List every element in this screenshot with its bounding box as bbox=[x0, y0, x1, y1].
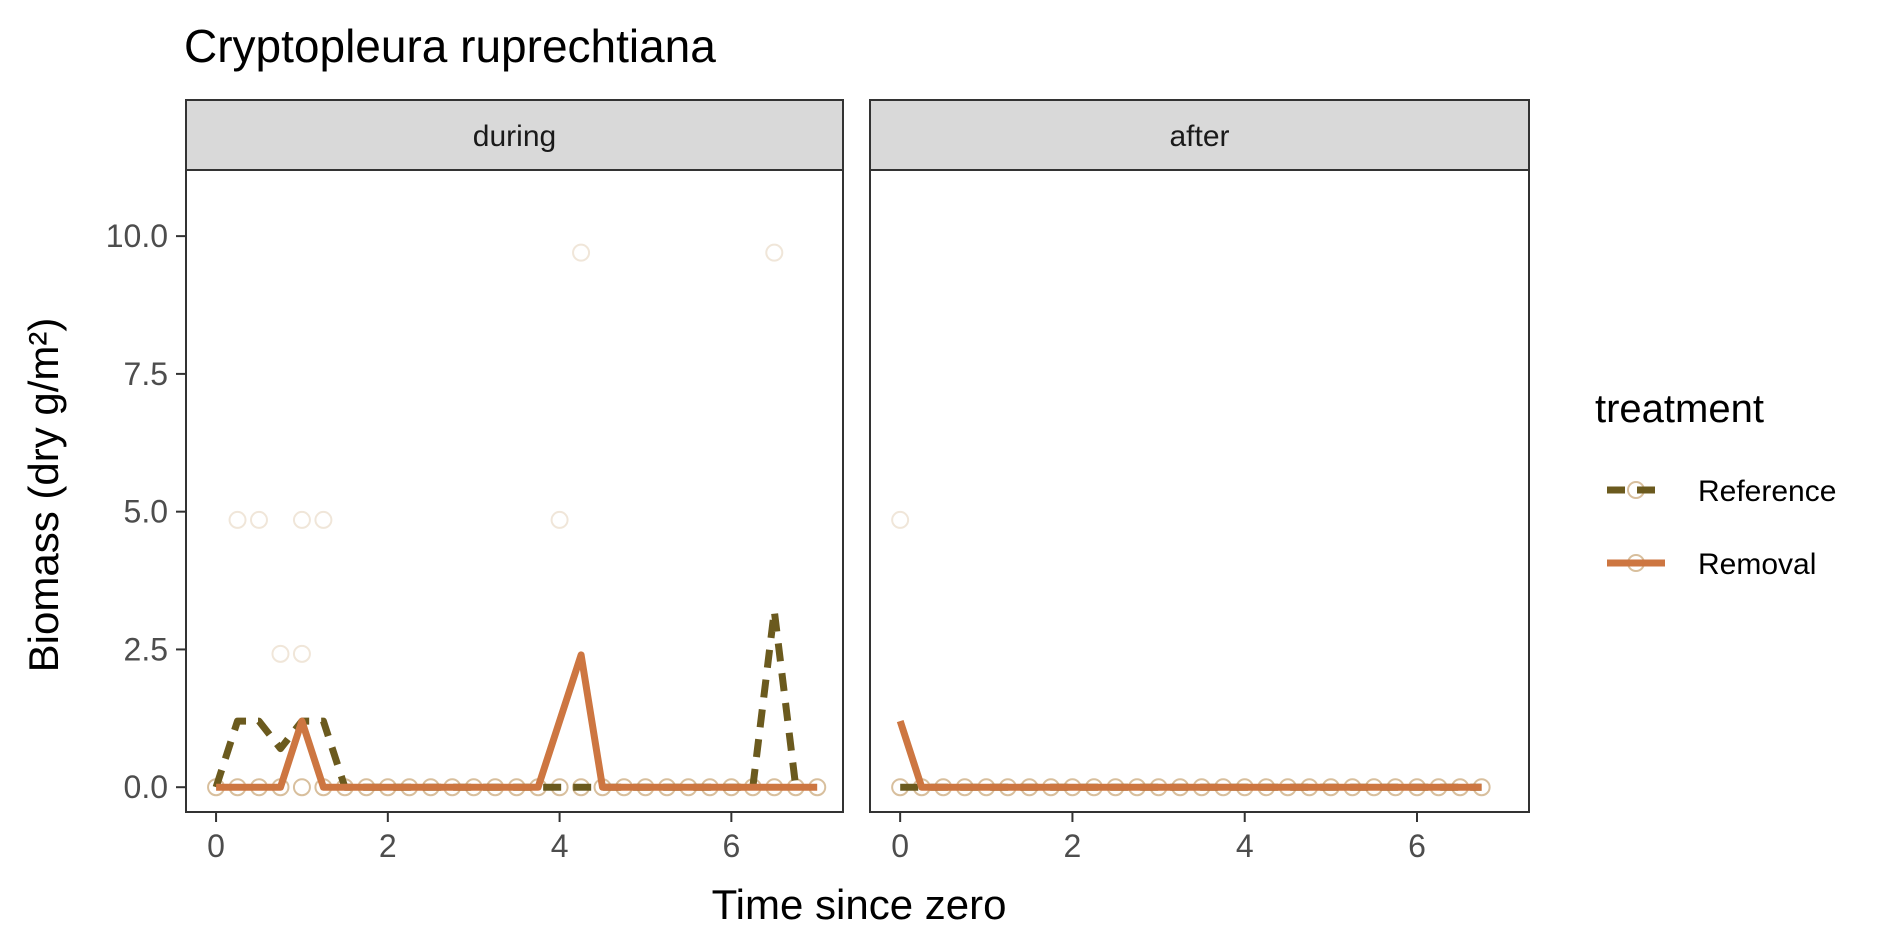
legend-label-reference: Reference bbox=[1698, 475, 1836, 508]
x-tick-label: 6 bbox=[722, 828, 740, 864]
legend-label-removal: Removal bbox=[1698, 548, 1816, 581]
data-point bbox=[314, 510, 333, 529]
x-tick-label: 6 bbox=[1408, 828, 1426, 864]
strip-background bbox=[869, 99, 1530, 171]
panel-background bbox=[186, 170, 843, 812]
y-tick-label: 10.0 bbox=[106, 218, 168, 254]
x-tick-label: 0 bbox=[891, 828, 909, 864]
legend: treatment Reference Removal bbox=[1595, 387, 1836, 581]
legend-title: treatment bbox=[1595, 387, 1764, 431]
legend-key-reference bbox=[1607, 481, 1665, 499]
series-line-removal bbox=[896, 720, 1482, 791]
data-point bbox=[765, 243, 784, 262]
data-point bbox=[250, 510, 268, 529]
y-tick-label: 2.5 bbox=[124, 631, 168, 667]
data-point bbox=[292, 778, 311, 797]
y-tick-label: 5.0 bbox=[124, 494, 168, 530]
data-point bbox=[271, 644, 290, 663]
panel-border bbox=[185, 169, 844, 813]
legend-key-removal bbox=[1607, 554, 1665, 572]
chart-title: Cryptopleura ruprechtiana bbox=[184, 20, 716, 72]
data-point bbox=[891, 510, 910, 529]
data-point bbox=[292, 510, 311, 529]
data-point bbox=[228, 510, 247, 529]
y-axis-title: Biomass (dry g/m²) bbox=[20, 318, 67, 673]
x-tick-label: 4 bbox=[551, 828, 569, 864]
x-tick-label: 0 bbox=[207, 828, 225, 864]
data-point bbox=[550, 510, 569, 529]
panel-during: during 0 2 4 6 0.0 2.5 5.0 7.5 10.0 bbox=[106, 99, 844, 864]
panel-background bbox=[870, 170, 1529, 812]
y-tick-label: 0.0 bbox=[124, 769, 168, 805]
panel-after: after 0 2 4 6 bbox=[869, 99, 1530, 864]
series-line-removal bbox=[216, 651, 818, 791]
data-point bbox=[292, 644, 311, 663]
y-tick-label: 7.5 bbox=[124, 356, 168, 392]
panel-border bbox=[869, 169, 1530, 813]
x-tick-label: 4 bbox=[1236, 828, 1254, 864]
data-point bbox=[572, 243, 591, 262]
x-axis-title: Time since zero bbox=[712, 881, 1007, 928]
strip-label: after bbox=[1169, 120, 1229, 153]
strip-label: during bbox=[473, 120, 556, 153]
strip-background bbox=[185, 99, 844, 171]
x-tick-label: 2 bbox=[1064, 828, 1082, 864]
panels: during 0 2 4 6 0.0 2.5 5.0 7.5 10.0 after 0 2 4 6 bbox=[106, 99, 1530, 864]
x-tick-label: 2 bbox=[379, 828, 397, 864]
